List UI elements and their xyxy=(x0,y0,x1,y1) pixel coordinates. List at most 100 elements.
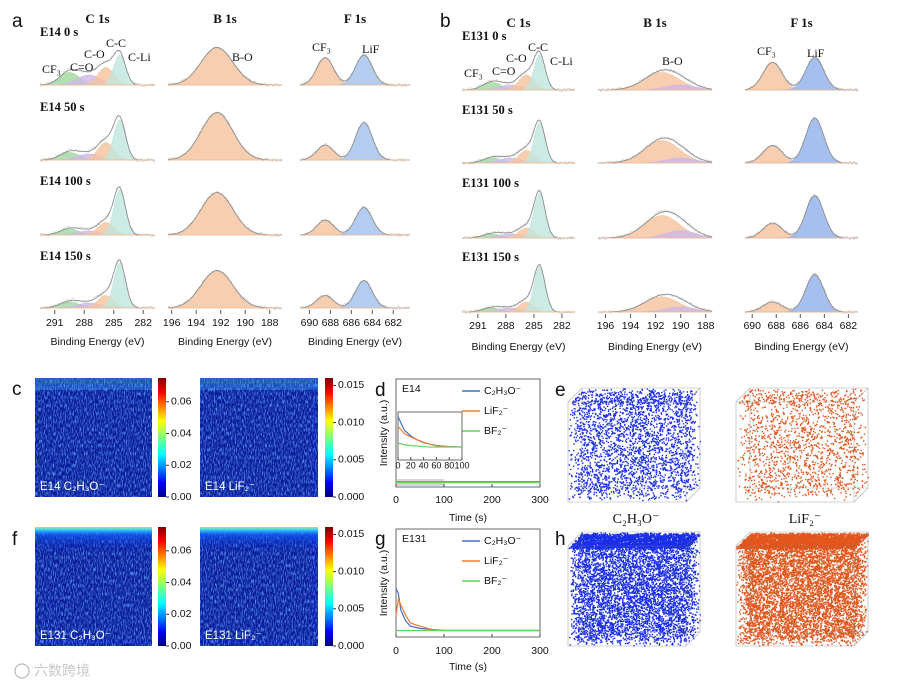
sample-label: E131 0 s xyxy=(462,29,507,43)
fit-envelope xyxy=(461,190,575,239)
point-cloud xyxy=(568,532,701,647)
plot-frame xyxy=(397,411,463,461)
peak-label: C-O xyxy=(84,47,105,61)
x-tick-label: 194 xyxy=(187,317,205,329)
sample-label: E14 100 s xyxy=(40,174,91,188)
peak-label: C-C xyxy=(528,40,548,54)
colorbar-tick-label: 0.010 xyxy=(338,416,364,428)
x-tick-label: 291 xyxy=(469,320,487,332)
x-tick-label: 100 xyxy=(454,460,469,470)
colorbar-tick-label: 0.000 xyxy=(338,491,364,503)
raw-data xyxy=(461,188,576,241)
colorbar-tick-label: 0.005 xyxy=(338,603,364,615)
x-tick-label: 20 xyxy=(406,460,416,470)
x-tick-label: 200 xyxy=(483,645,501,657)
x-tick-label: 688 xyxy=(322,317,340,329)
colorbar-tick-label: 0.005 xyxy=(338,454,364,466)
heatmap-noise xyxy=(35,378,152,497)
legend-label: LiF₂⁻ xyxy=(484,405,508,417)
raw-data xyxy=(461,50,576,93)
fit-envelope xyxy=(597,211,713,239)
peak-label: CF₃ xyxy=(757,44,776,58)
x-tick-label: 682 xyxy=(840,320,858,332)
x-tick-label: 188 xyxy=(697,320,715,332)
heatmap-surface xyxy=(35,378,152,390)
sample-label: E14 150 s xyxy=(40,249,91,263)
heatmap-caption: E131 C₂H₃O⁻ xyxy=(40,630,111,642)
colorbar-tick-label: 0.015 xyxy=(338,379,364,391)
x-axis-label: Binding Energy (eV) xyxy=(472,341,566,353)
fit-envelope xyxy=(39,186,155,236)
x-tick-label: 100 xyxy=(435,494,453,506)
x-tick-label: 682 xyxy=(384,317,402,329)
peak-label: C-Li xyxy=(128,50,151,64)
colorbar xyxy=(158,378,166,497)
x-tick-label: 0 xyxy=(393,645,399,657)
sample-label: E131 100 s xyxy=(462,176,519,190)
fit-component xyxy=(462,266,575,313)
plot-frame xyxy=(395,528,541,638)
peak-label: B-O xyxy=(232,50,253,64)
series-line xyxy=(397,426,463,448)
x-tick-label: 684 xyxy=(364,317,382,329)
panel-label: h xyxy=(555,529,566,550)
x-tick-label: 192 xyxy=(647,320,665,332)
fit-envelope xyxy=(597,137,713,164)
x-axis-label: Time (s) xyxy=(449,512,487,524)
x-axis-label: Binding Energy (eV) xyxy=(755,341,849,353)
fit-envelope xyxy=(744,117,858,164)
fit-component xyxy=(167,112,283,161)
volume-label: LiF₂⁻ xyxy=(789,512,822,527)
x-tick-label: 100 xyxy=(435,645,453,657)
column-title: C 1s xyxy=(506,15,530,30)
fit-envelope xyxy=(744,195,858,239)
x-axis-label: Binding Energy (eV) xyxy=(308,336,402,348)
panel-label: a xyxy=(12,11,23,32)
fit-envelope xyxy=(39,115,155,161)
series-line xyxy=(397,442,462,448)
fit-component xyxy=(462,192,575,239)
legend-label: C₂H₃O⁻ xyxy=(484,385,521,397)
raw-data xyxy=(39,115,156,163)
x-tick-label: 282 xyxy=(553,320,571,332)
x-axis-label: Binding Energy (eV) xyxy=(51,336,145,348)
peak-label: CF₃ xyxy=(312,40,331,54)
column-title: B 1s xyxy=(643,15,666,30)
x-tick-label: 684 xyxy=(816,320,834,332)
volume-label: C₂H₃O⁻ xyxy=(613,512,660,527)
legend-label: LiF₂⁻ xyxy=(484,555,508,567)
panel-label: b xyxy=(440,11,451,32)
point-cloud xyxy=(737,388,869,503)
x-tick-label: 690 xyxy=(301,317,319,329)
colorbar-tick-label: 0.015 xyxy=(338,528,364,540)
x-tick-label: 686 xyxy=(792,320,810,332)
fit-envelope xyxy=(39,259,155,309)
column-title: F 1s xyxy=(790,15,812,30)
peak-label: C-C xyxy=(106,36,126,50)
x-tick-label: 688 xyxy=(767,320,785,332)
peak-label: CF₃ xyxy=(42,62,61,76)
x-tick-label: 300 xyxy=(531,645,549,657)
colorbar-tick-label: 0.00 xyxy=(171,640,192,652)
fit-envelope xyxy=(167,47,282,86)
watermark: 六数跨境 xyxy=(34,663,90,679)
x-tick-label: 192 xyxy=(212,317,230,329)
x-tick-label: 200 xyxy=(483,494,501,506)
sample-label: E14 0 s xyxy=(40,25,78,39)
heatmap-caption: E14 LiF₂⁻ xyxy=(205,481,255,493)
chart-title: E131 xyxy=(402,533,427,545)
colorbar-tick-label: 0.010 xyxy=(338,565,364,577)
y-axis-label: Intensity (a.u.) xyxy=(378,550,390,617)
colorbar-tick-label: 0.02 xyxy=(171,459,192,471)
x-tick-label: 190 xyxy=(672,320,690,332)
x-tick-label: 291 xyxy=(46,317,64,329)
x-tick-label: 288 xyxy=(75,317,93,329)
fit-envelope xyxy=(461,264,575,313)
heatmap-caption: E14 C₂H₃O⁻ xyxy=(40,481,104,493)
fit-envelope xyxy=(167,270,282,309)
raw-data xyxy=(299,205,411,238)
legend-label: C₂H₃O⁻ xyxy=(484,535,521,547)
cube-edges xyxy=(567,531,701,647)
legend-label: BF₂⁻ xyxy=(484,575,507,587)
